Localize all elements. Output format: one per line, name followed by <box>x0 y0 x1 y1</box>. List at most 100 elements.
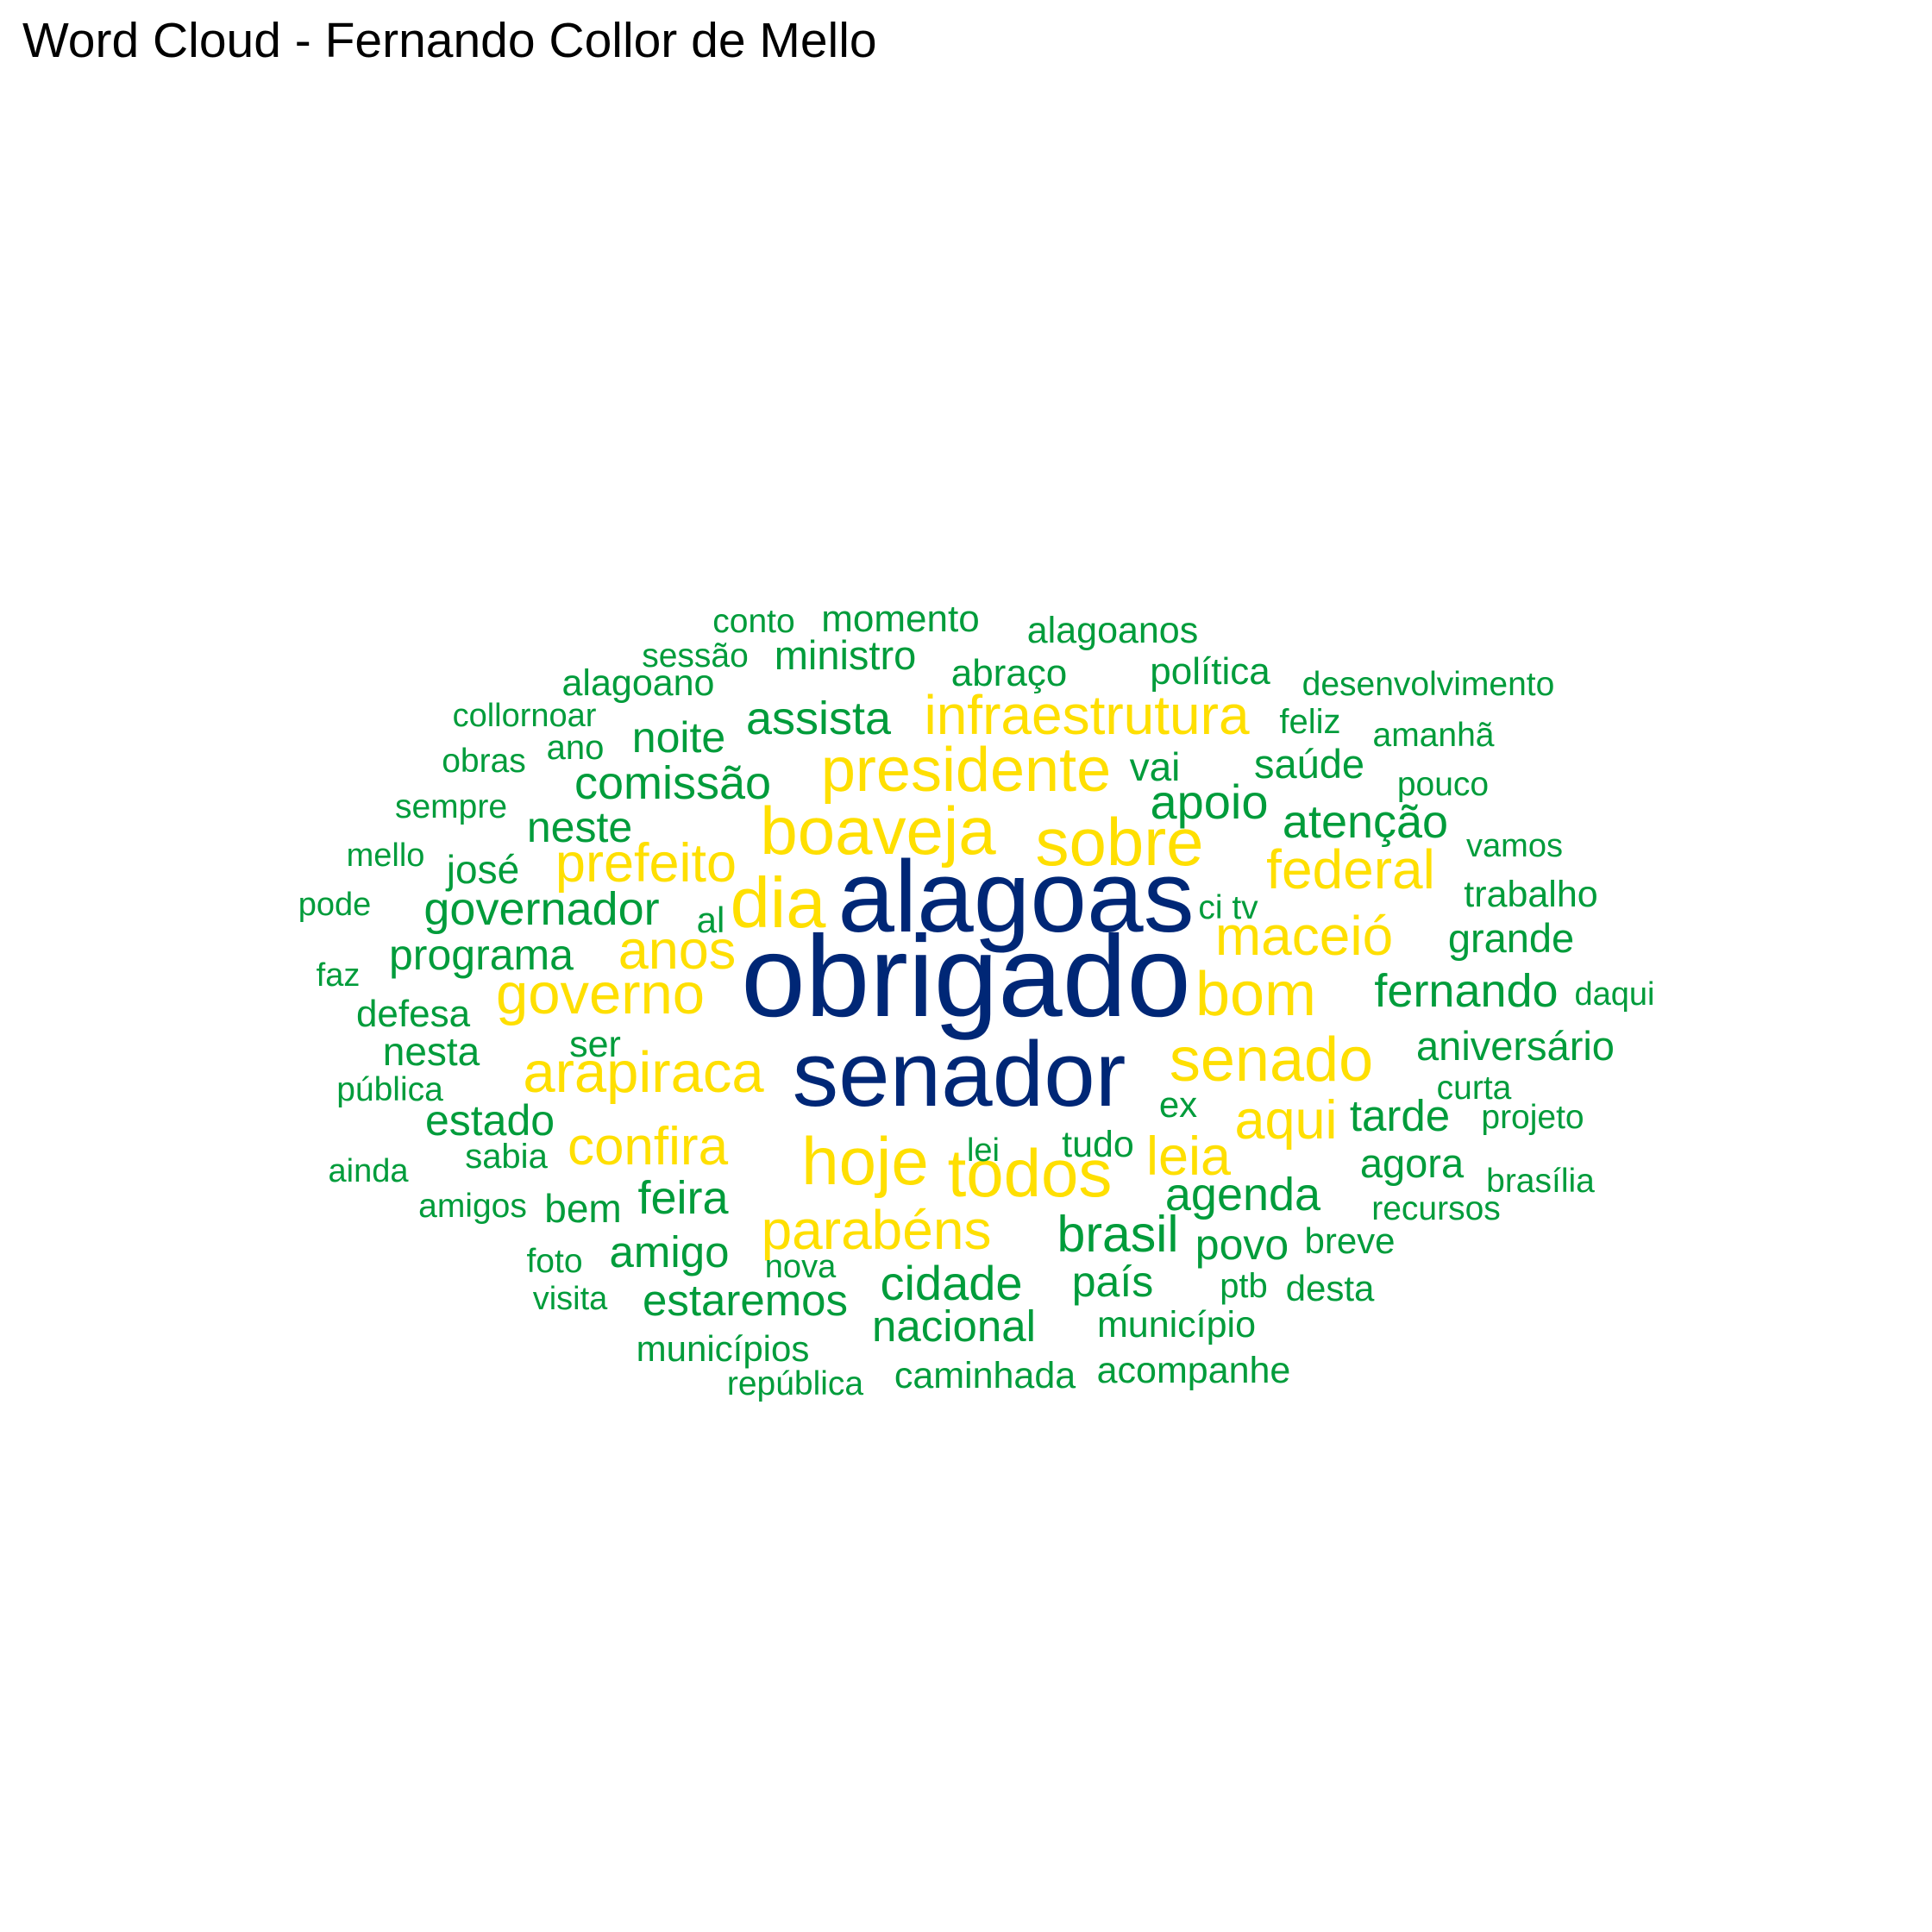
word-agenda: agenda <box>1165 1169 1321 1220</box>
word-obras: obras <box>442 743 526 780</box>
word-todos: todos <box>948 1135 1113 1211</box>
word-pouco: pouco <box>1397 766 1489 803</box>
word-breve: breve <box>1304 1220 1395 1261</box>
word-nova: nova <box>765 1249 837 1285</box>
word-parabens: parabéns <box>762 1199 992 1261</box>
word-presidente: presidente <box>821 736 1111 805</box>
word-nesta: nesta <box>383 1029 480 1074</box>
word-noite: noite <box>632 713 725 762</box>
word-aniversario: aniversário <box>1416 1023 1615 1069</box>
word-apoio: apoio <box>1150 775 1268 829</box>
word-sabia: sabia <box>465 1138 548 1176</box>
word-aqui: aqui <box>1234 1090 1337 1151</box>
word-collornoar: collornoar <box>453 698 597 734</box>
word-amigos: amigos <box>418 1188 527 1225</box>
word-neste: neste <box>527 803 632 851</box>
word-daqui: daqui <box>1575 976 1655 1013</box>
word-pode: pode <box>298 887 372 923</box>
word-bom: bom <box>1195 960 1316 1029</box>
word-politica: política <box>1150 650 1270 693</box>
word-estaremos: estaremos <box>643 1276 848 1325</box>
word-obrigado: obrigado <box>741 913 1191 1041</box>
word-defesa: defesa <box>356 993 471 1035</box>
word-vamos: vamos <box>1466 828 1563 864</box>
word-ptb: ptb <box>1220 1267 1268 1305</box>
word-abraco: abraço <box>951 652 1068 694</box>
word-prefeito: prefeito <box>555 833 737 894</box>
word-jose: josé <box>445 847 519 892</box>
word-visita: visita <box>533 1281 608 1317</box>
word-foto: foto <box>526 1243 582 1280</box>
word-momento: momento <box>821 598 979 640</box>
word-infraestrutura: infraestrutura <box>924 684 1249 746</box>
word-nacional: nacional <box>872 1302 1036 1351</box>
word-arapiraca: arapiraca <box>523 1040 764 1105</box>
word-cidade: cidade <box>880 1256 1022 1310</box>
word-ministro: ministro <box>775 632 917 678</box>
word-al: al <box>697 900 725 940</box>
word-sempre: sempre <box>395 788 507 825</box>
word-recursos: recursos <box>1371 1190 1501 1227</box>
word-ci-tv: ci tv <box>1198 889 1258 926</box>
word-conto: conto <box>712 603 794 640</box>
word-comissao: comissão <box>574 757 771 809</box>
word-caminhada: caminhada <box>894 1355 1076 1396</box>
word-desenvolvimento: desenvolvimento <box>1302 666 1555 703</box>
word-brasil: brasil <box>1057 1206 1179 1263</box>
word-povo: povo <box>1195 1220 1289 1269</box>
word-agora: agora <box>1360 1140 1465 1186</box>
word-bem: bem <box>544 1186 621 1231</box>
word-feliz: feliz <box>1279 703 1340 741</box>
word-curta: curta <box>1437 1070 1512 1107</box>
word-fernando: fernando <box>1374 965 1558 1017</box>
word-amanha: amanhã <box>1373 717 1495 754</box>
word-feira: feira <box>637 1172 729 1224</box>
word-municipio: município <box>1097 1304 1256 1346</box>
word-alagoanos: alagoanos <box>1027 610 1198 651</box>
word-governador: governador <box>423 883 659 935</box>
word-tarde: tarde <box>1350 1091 1450 1140</box>
word-publica: pública <box>336 1071 443 1108</box>
word-programa: programa <box>389 931 574 979</box>
word-federal: federal <box>1266 838 1435 900</box>
word-pais: país <box>1072 1258 1154 1306</box>
word-estado: estado <box>425 1096 555 1145</box>
word-trabalho: trabalho <box>1464 874 1597 915</box>
word-governo: governo <box>496 962 705 1026</box>
word-senador: senador <box>793 1022 1126 1126</box>
word-saude: saúde <box>1254 741 1364 787</box>
word-anos: anos <box>618 920 737 981</box>
word-lei: lei <box>967 1132 1000 1169</box>
word-dia: dia <box>731 862 827 943</box>
chart-title: Word Cloud - Fernando Collor de Mello <box>22 13 877 68</box>
word-assista: assista <box>746 693 892 744</box>
word-leia: leia <box>1146 1126 1232 1187</box>
word-desta: desta <box>1286 1268 1375 1308</box>
word-ex: ex <box>1159 1084 1197 1125</box>
word-acompanhe: acompanhe <box>1097 1350 1291 1391</box>
word-ainda: ainda <box>329 1153 410 1189</box>
word-alagoas: alagoas <box>837 840 1194 954</box>
word-tudo: tudo <box>1062 1124 1134 1165</box>
word-projeto: projeto <box>1481 1099 1584 1136</box>
word-ano: ano <box>547 729 605 767</box>
word-grande: grande <box>1448 915 1574 961</box>
word-ser: ser <box>569 1024 621 1065</box>
word-boaveja: boaveja <box>760 793 996 869</box>
word-maceio: maceió <box>1215 905 1393 967</box>
word-confira: confira <box>568 1117 729 1176</box>
word-sessao: sessão <box>642 637 749 674</box>
word-faz: faz <box>317 957 361 994</box>
word-amigo: amigo <box>610 1227 730 1276</box>
word-senado: senado <box>1170 1026 1373 1095</box>
word-sobre: sobre <box>1035 804 1203 880</box>
word-mello: mello <box>347 837 425 874</box>
word-vai: vai <box>1130 744 1181 789</box>
word-atencao: atenção <box>1283 796 1448 848</box>
word-hoje: hoje <box>801 1123 928 1199</box>
word-republica: república <box>727 1365 864 1402</box>
word-brasilia: brasília <box>1486 1163 1595 1200</box>
word-municipios: municípios <box>637 1328 810 1369</box>
word-alagoano: alagoano <box>562 662 715 704</box>
